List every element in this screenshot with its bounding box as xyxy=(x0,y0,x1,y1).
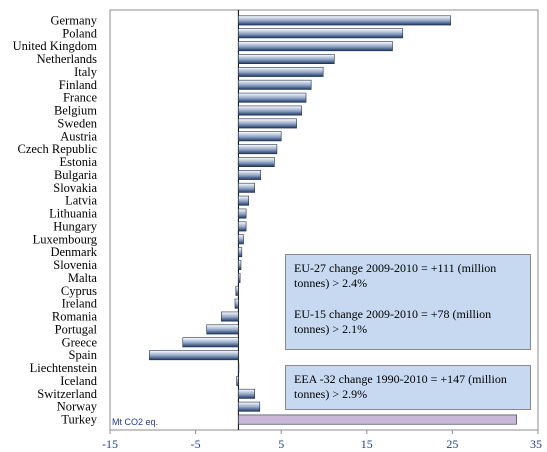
category-label: Germany xyxy=(50,13,97,27)
bar-bulgaria xyxy=(238,170,261,180)
bar-hungary xyxy=(238,221,247,232)
category-label: Denmark xyxy=(50,245,97,259)
category-label: Czech Republic xyxy=(18,142,98,156)
category-label: Lithuania xyxy=(49,207,97,221)
unit-label: Mt CO2 eq. xyxy=(112,417,158,427)
bar-slovakia xyxy=(238,182,255,193)
bar-france xyxy=(238,92,307,103)
bar-lithuania xyxy=(238,208,247,219)
bar-malta xyxy=(238,273,241,283)
bar-netherlands xyxy=(238,54,335,64)
category-label: Norway xyxy=(57,400,98,414)
bar-belgium xyxy=(238,105,303,116)
bar-czech-republic xyxy=(238,144,278,155)
category-label: Malta xyxy=(68,271,98,285)
bar-greece xyxy=(182,337,239,348)
category-label: Liechtenstein xyxy=(30,361,98,375)
category-label: Latvia xyxy=(65,194,97,208)
bar-liechtenstein xyxy=(238,363,240,373)
bar-romania xyxy=(220,311,239,322)
bar-united-kingdom xyxy=(238,41,393,52)
bar-germany xyxy=(238,15,451,26)
category-label: Spain xyxy=(69,348,98,362)
x-tick-label: 15 xyxy=(361,437,373,451)
eea32-change-text: EEA -32 change 1990-2010 = +147 (million… xyxy=(294,372,507,401)
x-tick-label: -5 xyxy=(191,437,201,451)
category-label: Switzerland xyxy=(37,387,97,401)
category-label: Turkey xyxy=(61,413,97,427)
bar-iceland xyxy=(236,376,239,386)
category-label: Slovakia xyxy=(53,181,97,195)
category-label: Cyprus xyxy=(61,284,97,298)
category-label: Belgium xyxy=(54,104,97,118)
bar-spain xyxy=(149,350,239,361)
bar-denmark xyxy=(238,247,243,258)
bar-slovenia xyxy=(238,260,242,270)
bar-sweden xyxy=(238,118,297,129)
category-label: Slovenia xyxy=(53,258,97,272)
bar-finland xyxy=(238,79,312,90)
category-label: Finland xyxy=(59,78,98,92)
category-label: Poland xyxy=(62,26,97,40)
bar-ireland xyxy=(234,298,239,309)
category-label: Netherlands xyxy=(37,52,98,66)
category-label: Portugal xyxy=(55,322,98,336)
category-label: Italy xyxy=(74,65,98,79)
eu27-change-text: EU-27 change 2009-2010 = +111 (million t… xyxy=(294,261,497,290)
eu15-change-text: EU-15 change 2009-2010 = +78 (million to… xyxy=(294,307,492,336)
category-label: Bulgaria xyxy=(54,168,97,182)
x-tick-label: 35 xyxy=(530,437,542,451)
category-label: France xyxy=(63,91,97,105)
category-label: Ireland xyxy=(62,297,98,311)
bar-poland xyxy=(238,28,404,39)
x-axis-ticks: -15 -5 5 15 25 35 xyxy=(102,430,542,451)
category-label: Iceland xyxy=(60,374,98,388)
bar-luxembourg xyxy=(238,234,244,245)
category-label: Hungary xyxy=(53,219,97,233)
bar-estonia xyxy=(238,157,275,167)
category-label: Austria xyxy=(60,129,97,143)
bar-portugal xyxy=(206,324,239,335)
category-label: Estonia xyxy=(60,155,98,169)
x-tick-label: 5 xyxy=(278,437,284,451)
bar-latvia xyxy=(238,195,249,206)
category-label: Luxembourg xyxy=(33,232,98,246)
bar-austria xyxy=(238,131,282,142)
bar-cyprus xyxy=(235,285,239,296)
bar-turkey xyxy=(238,414,517,425)
x-tick-label: 25 xyxy=(446,437,458,451)
eu-change-note: EU-27 change 2009-2010 = +111 (million t… xyxy=(285,254,531,350)
category-label: Greece xyxy=(62,335,98,349)
category-label: Romania xyxy=(52,310,98,324)
x-tick-label: -15 xyxy=(102,437,118,451)
category-label: Sweden xyxy=(57,116,97,130)
bar-norway xyxy=(238,401,261,412)
bar-switzerland xyxy=(238,388,255,399)
eea-change-note: EEA -32 change 1990-2010 = +147 (million… xyxy=(285,365,531,410)
bar-italy xyxy=(238,67,324,77)
bars-layer xyxy=(149,10,517,430)
category-label: United Kingdom xyxy=(13,39,98,53)
